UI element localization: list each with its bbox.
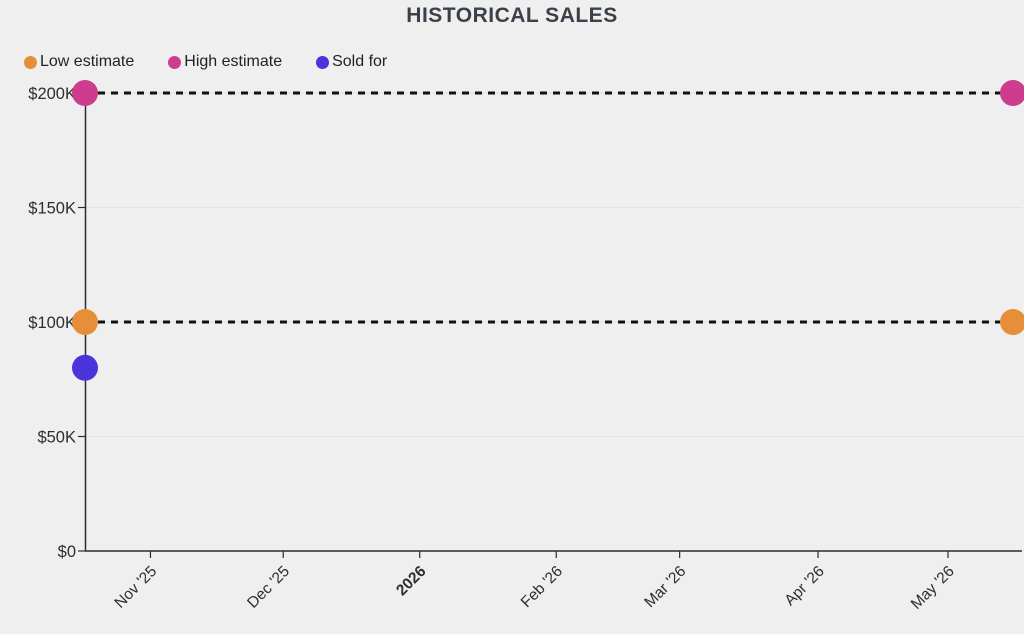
y-tick-label: $100K xyxy=(28,314,76,332)
chart-title: HISTORICAL SALES xyxy=(406,4,618,27)
legend-item-high-estimate: High estimate xyxy=(168,53,282,71)
legend-item-sold-for: Sold for xyxy=(316,53,387,71)
data-point-high-estimate[interactable] xyxy=(72,80,98,106)
legend-label: Sold for xyxy=(332,53,388,70)
data-point-high-estimate[interactable] xyxy=(999,80,1024,106)
legend-label: Low estimate xyxy=(40,53,135,70)
x-tick-label: Dec '25 xyxy=(244,563,293,612)
data-point-sold-for[interactable] xyxy=(72,354,98,381)
y-tick-label: $150K xyxy=(28,200,76,218)
x-tick-label: Feb '26 xyxy=(518,563,566,611)
x-tick-label: Mar '26 xyxy=(641,563,689,611)
y-tick-label: $50K xyxy=(37,429,76,447)
legend-dot-icon xyxy=(24,55,37,69)
data-point-low-estimate[interactable] xyxy=(72,309,98,335)
legend-item-low-estimate: Low estimate xyxy=(24,53,134,71)
legend-dot-icon xyxy=(168,55,182,69)
y-tick-label: $0 xyxy=(58,543,76,561)
x-tick-label: May '26 xyxy=(908,563,958,613)
legend-dot-icon xyxy=(316,55,330,69)
legend-label: High estimate xyxy=(184,53,283,70)
x-tick-label: Apr '26 xyxy=(781,563,827,609)
data-point-low-estimate[interactable] xyxy=(999,309,1024,335)
y-tick-label: $200K xyxy=(28,85,76,103)
x-tick-label: Nov '25 xyxy=(111,563,160,612)
x-tick-label: 2026 xyxy=(393,563,430,600)
chart-legend: Low estimate High estimate Sold for xyxy=(24,53,387,71)
